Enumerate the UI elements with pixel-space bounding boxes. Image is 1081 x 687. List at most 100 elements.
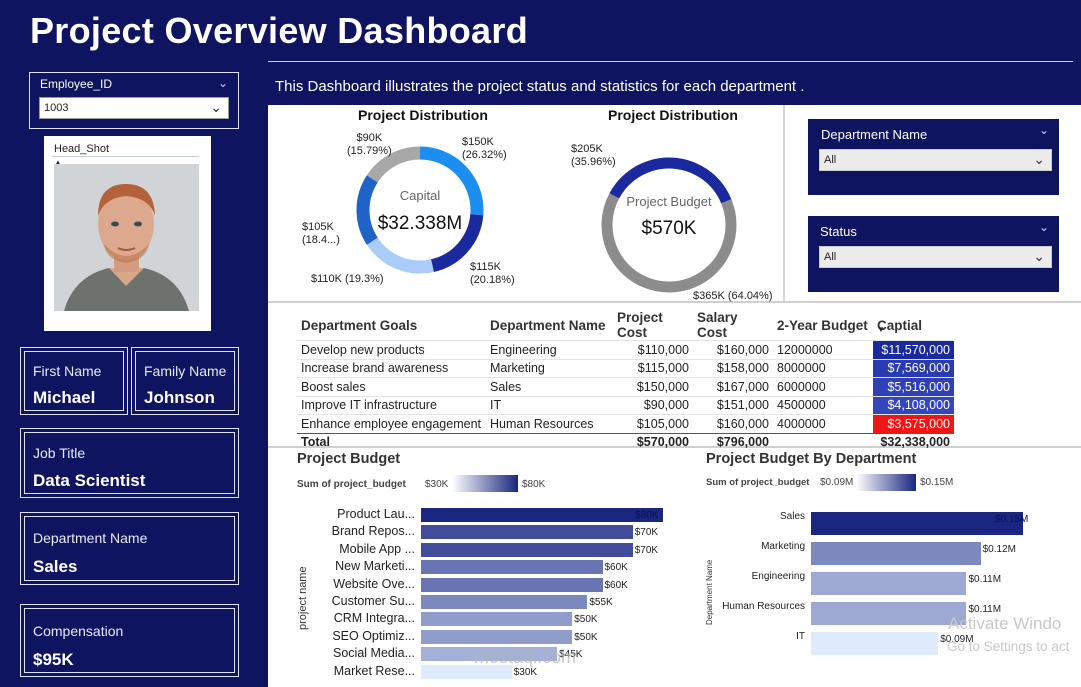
family-name-card: Family Name Johnson	[131, 347, 239, 415]
donut1-slices[interactable]	[341, 131, 499, 289]
table-cell: $115,000	[613, 358, 693, 378]
bar-label: Social Media...	[333, 646, 415, 661]
donut1-center-label: Capital	[400, 188, 441, 203]
sort-descending-icon[interactable]: ▼	[877, 325, 885, 334]
total-cell: $32,338,000	[873, 432, 954, 451]
table-row[interactable]: Develop new products Engineering $110,000 $…	[297, 340, 954, 359]
donut-slice-3[interactable]	[341, 131, 499, 289]
sort-icon[interactable]: ▲	[54, 158, 62, 167]
bar[interactable]	[811, 602, 967, 625]
department-filter[interactable]: Department Name ⌄ All ⌄	[808, 119, 1059, 195]
first-name-card: First Name Michael	[20, 347, 128, 415]
bar[interactable]	[421, 560, 603, 575]
bar-value-label: $60K	[604, 579, 628, 591]
budget-donut-chart[interactable]: Project Budget $570K	[590, 148, 750, 298]
col-header-salary-cost[interactable]: Salary Cost	[697, 310, 738, 340]
employee-id-value: 1003	[44, 102, 69, 114]
col-header-department[interactable]: Department Name	[490, 317, 606, 333]
bar[interactable]	[421, 595, 588, 609]
donut1-annotation-150k: $150K (26.32%)	[462, 136, 507, 161]
donut-slice-2[interactable]	[352, 142, 488, 278]
department-filter-dropdown[interactable]: All ⌄	[819, 149, 1052, 171]
col-header-project-cost[interactable]: Project Cost	[617, 310, 663, 340]
chevron-down-icon: ⌄	[1033, 248, 1045, 264]
table-cell: Develop new products	[297, 340, 486, 359]
table-row[interactable]: Improve IT infrastructure IT $90,000 $151,0…	[297, 395, 954, 415]
table-cell: $158,000	[693, 358, 773, 378]
dept-budget-legend-title: Sum of project_budget	[706, 477, 810, 488]
donut2-slices[interactable]	[590, 148, 750, 298]
table-cell: $167,000	[693, 377, 773, 396]
page-title: Project Overview Dashboard	[30, 10, 528, 51]
bar-label: Brand Repos...	[331, 524, 415, 539]
chevron-down-icon[interactable]: ⌄	[1038, 123, 1049, 137]
col-header-2year-budget[interactable]: 2-Year Budget	[777, 317, 868, 333]
dept-budget-bars[interactable]: Sales $0.15M Marketing $0.12M Engineering $0.…	[715, 511, 1045, 662]
bar[interactable]	[421, 508, 663, 522]
bar[interactable]	[421, 664, 512, 679]
bar-value-label: $0.12M	[982, 544, 1016, 555]
status-filter-dropdown[interactable]: All ⌄	[819, 246, 1052, 268]
col-header-capital[interactable]: Captial ▼	[877, 317, 923, 335]
table-cell: Increase brand awareness	[297, 358, 486, 378]
bar[interactable]	[421, 629, 573, 644]
bar-value-label: $0.09M	[940, 634, 974, 645]
table-cell: $110,000	[613, 340, 693, 359]
table-row[interactable]: Enhance employee engagement Human Resourc…	[297, 414, 954, 433]
col-header-goals[interactable]: Department Goals	[301, 317, 418, 333]
bar[interactable]	[421, 525, 633, 540]
donut-slice-1[interactable]	[590, 148, 750, 298]
bar-label: SEO Optimiz...	[332, 628, 415, 643]
status-filter[interactable]: Status ⌄ All ⌄	[808, 216, 1059, 292]
bar-label: Website Ove...	[333, 576, 415, 591]
department-card: Department Name Sales	[20, 512, 239, 585]
table-total-row: Total $570,000 $796,000 $32,338,000	[297, 432, 954, 451]
dept-budget-legend-gradient	[856, 474, 916, 491]
bar-label: CRM Integra...	[333, 611, 415, 626]
bar[interactable]	[811, 572, 967, 595]
bar[interactable]	[421, 647, 558, 662]
chevron-down-icon[interactable]: ⌄	[217, 76, 228, 90]
department-filter-label: Department Name	[821, 127, 928, 142]
table-cell: $90,000	[613, 395, 693, 415]
bar[interactable]	[811, 542, 981, 565]
first-name-label: First Name	[33, 363, 102, 379]
chevron-down-icon[interactable]: ⌄	[1038, 220, 1049, 234]
bar[interactable]	[421, 542, 633, 557]
department-goals-table[interactable]: Department Goals Department Name Project…	[297, 310, 954, 451]
total-cell	[773, 432, 873, 451]
bar-value-label: $50K	[574, 614, 598, 626]
bar-value-label: $0.15M	[995, 514, 1029, 525]
total-cell	[486, 432, 613, 451]
compensation-value: $95K	[33, 650, 74, 669]
donut1-annotation-110k: $110K (19.3%)	[311, 273, 384, 285]
project-budget-bars[interactable]: Product Lau... $80K Brand Repos... $70K Mobi…	[300, 507, 680, 686]
job-title-label: Job Title	[33, 445, 86, 461]
table-cell: $151,000	[693, 395, 773, 415]
donut-slice-4[interactable]	[341, 131, 499, 289]
table-cell: Improve IT infrastructure	[297, 395, 486, 415]
job-title-value: Data Scientist	[33, 471, 146, 490]
table-cell: IT	[486, 395, 613, 415]
table-row[interactable]: Increase brand awareness Marketing $115,00…	[297, 358, 954, 378]
bar-label: Marketing	[761, 541, 805, 552]
donut1-title: Project Distribution	[358, 107, 488, 123]
headshot-label: Head_Shot	[54, 143, 110, 155]
donut2-center-value: $570K	[642, 218, 697, 239]
bar[interactable]	[421, 612, 573, 627]
title-divider	[268, 61, 1073, 62]
bar-label: Market Rese...	[333, 663, 415, 678]
table-cell: Boost sales	[297, 377, 486, 396]
bar[interactable]	[811, 632, 939, 655]
table-row[interactable]: Boost sales Sales $150,000 $167,000 6000000 $…	[297, 377, 954, 396]
employee-id-dropdown[interactable]: 1003 ⌄	[39, 97, 229, 119]
compensation-card: Compensation $95K	[20, 604, 239, 677]
status-filter-label: Status	[820, 224, 857, 239]
table-cell: 4000000	[773, 414, 873, 433]
employee-id-label: Employee_ID	[40, 77, 113, 91]
bar[interactable]	[421, 577, 603, 592]
capital-donut-chart[interactable]: Capital $32.338M	[340, 130, 500, 290]
employee-id-slicer[interactable]: Employee_ID ⌄ 1003 ⌄	[29, 72, 239, 129]
bar[interactable]	[811, 512, 1023, 535]
table-cell: 8000000	[773, 358, 873, 378]
